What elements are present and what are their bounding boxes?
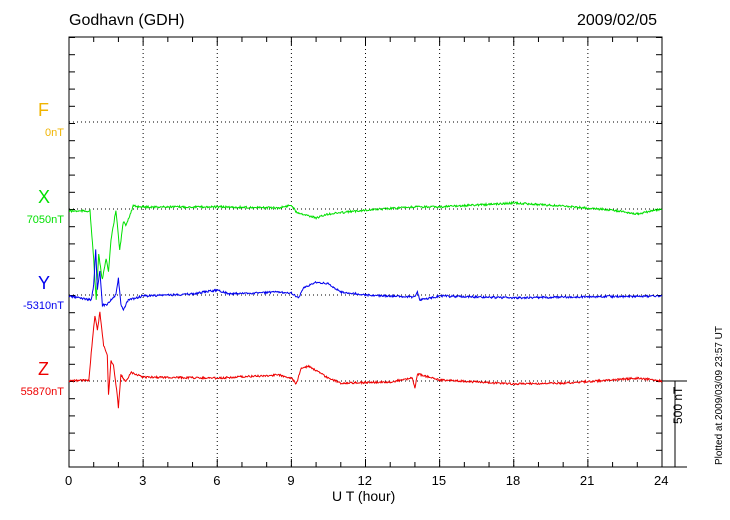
x-tick-label: 15 [431,473,447,488]
x-tick-label: 18 [505,473,521,488]
series-line-X [68,200,663,300]
x-tick-label: 9 [287,473,295,488]
x-tick-label: 0 [65,473,73,488]
x-axis-label: U T (hour) [332,488,396,504]
x-tick-label: 6 [213,473,221,488]
series-line-Z [68,311,663,409]
series-name-F: F [38,100,49,120]
plotted-note: Plotted at 2009/03/09 23:57 UT [714,326,725,465]
baseline-label-Y: -5310nT [23,300,64,312]
series-name-Z: Z [38,359,49,379]
chart-date: 2009/02/05 [577,12,658,29]
baseline-label-X: 7050nT [26,214,64,226]
x-tick-label: 24 [654,473,669,488]
x-tick-label: 3 [139,473,147,488]
series-name-Y: Y [38,273,51,293]
chart-title: Godhavn (GDH) [69,12,185,29]
series-line-Y [68,249,663,312]
scale-bar-label: 500 nT [671,386,685,424]
baseline-label-Z: 55870nT [20,386,64,398]
series-name-X: X [38,187,51,207]
x-tick-label: 12 [357,473,372,488]
x-tick-label: 21 [579,473,595,488]
baseline-label-F: 0nT [45,127,64,139]
